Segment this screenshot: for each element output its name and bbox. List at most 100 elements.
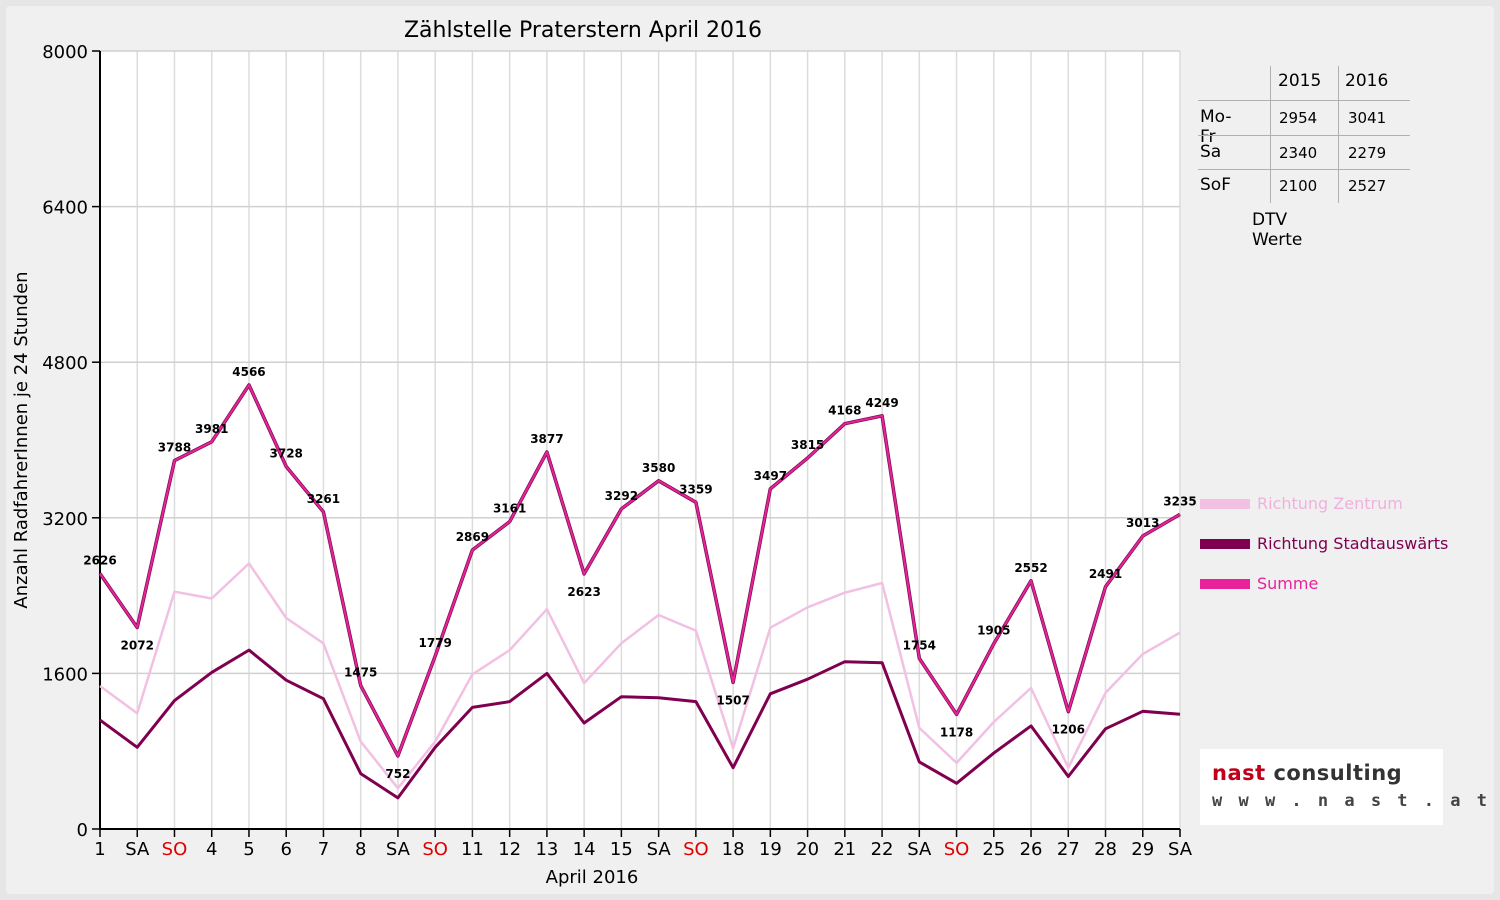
data-label: 3728 [270, 446, 303, 460]
data-label: 1507 [716, 693, 749, 707]
company-logo: nast consulting w w w . n a s t . a t [1200, 749, 1487, 825]
data-label: 1779 [418, 636, 451, 650]
x-tick-label: 12 [498, 839, 521, 860]
x-tick-label: SO [683, 839, 709, 860]
data-label: 4168 [828, 404, 861, 418]
data-label: 2623 [567, 585, 600, 599]
y-axis-title: Anzahl RadfahrerInnen je 24 Stunden [11, 271, 32, 608]
x-tick-label: 13 [535, 839, 558, 860]
x-tick-label: 6 [280, 839, 291, 860]
data-label: 1178 [940, 725, 973, 739]
data-label: 3580 [642, 461, 675, 475]
x-tick-label: 20 [796, 839, 819, 860]
x-tick-label: 28 [1094, 839, 1117, 860]
data-label: 3877 [530, 432, 563, 446]
data-label: 1905 [977, 624, 1010, 638]
series-line-stadtauswaerts [99, 648, 1181, 800]
x-tick-label: SO [944, 839, 970, 860]
x-tick-label: 18 [722, 839, 745, 860]
x-tick-label: 25 [982, 839, 1005, 860]
data-label: 3359 [679, 482, 712, 496]
legend-label: Summe [1257, 574, 1319, 593]
x-axis-title: April 2016 [546, 867, 639, 888]
data-label: 4249 [865, 396, 898, 410]
table-divider [1270, 66, 1271, 203]
logo-name: nast consulting [1212, 761, 1403, 785]
x-tick-label: SO [162, 839, 188, 860]
data-labels: 2626 2072 3788 3981 4566 3728 3261 1475 752 1779 2… [83, 365, 1196, 781]
data-label: 3292 [605, 489, 638, 503]
x-tick-label: 4 [206, 839, 217, 860]
x-tick-label: SA [907, 839, 932, 860]
dtv-cell: 2279 [1348, 144, 1387, 162]
series-lines [98, 383, 1181, 800]
legend-label: Richtung Stadtauswärts [1257, 534, 1449, 553]
series-line-zentrum [99, 562, 1181, 790]
x-tick-label: SA [125, 839, 150, 860]
data-label: 2552 [1014, 561, 1047, 575]
axes: 0 1600 3200 4800 6400 8000 1 SA SO 4 5 6 7 8 SA SO 11 12 1… [42, 42, 1193, 860]
x-tick-label: 22 [871, 839, 894, 860]
y-tick-label: 8000 [42, 42, 88, 63]
x-tick-label: SA [386, 839, 411, 860]
x-tick-label: 19 [759, 839, 782, 860]
dtv-cell: 2340 [1279, 144, 1318, 162]
data-label: 3788 [158, 441, 191, 455]
x-tick-label: SO [422, 839, 448, 860]
x-tick-label: 11 [461, 839, 484, 860]
legend-label: Richtung Zentrum [1257, 494, 1403, 513]
data-label: 3261 [307, 492, 340, 506]
plot-area [100, 51, 1180, 829]
dtv-row-label: SoF [1200, 175, 1231, 195]
dtv-cell: 2527 [1348, 177, 1387, 195]
dtv-cell: 3041 [1348, 109, 1387, 127]
x-tick-label: 26 [1020, 839, 1043, 860]
y-tick-label: 6400 [42, 198, 88, 219]
dtv-row-label: Sa [1200, 142, 1222, 162]
x-tick-label: SA [647, 839, 672, 860]
legend-swatch [1200, 499, 1250, 509]
x-tick-label: SA [1168, 839, 1193, 860]
legend-swatch [1200, 579, 1250, 589]
data-label: 4566 [232, 365, 265, 379]
dtv-caption: DTV Werte [1252, 210, 1303, 250]
table-divider [1198, 100, 1410, 101]
x-tick-label: 27 [1057, 839, 1080, 860]
data-label: 2869 [456, 530, 489, 544]
chart-title: Zählstelle Praterstern April 2016 [404, 18, 762, 43]
data-label: 2072 [121, 638, 154, 652]
dtv-header-2016: 2016 [1345, 71, 1389, 91]
y-tick-label: 1600 [42, 664, 88, 685]
data-label: 3013 [1126, 516, 1159, 530]
logo-url: w w w . n a s t . a t [1212, 791, 1490, 811]
data-label: 3161 [493, 502, 526, 516]
y-tick-label: 4800 [42, 353, 88, 374]
x-tick-label: 14 [573, 839, 596, 860]
x-tick-label: 21 [833, 839, 856, 860]
data-label: 1475 [344, 666, 377, 680]
x-tick-label: 29 [1131, 839, 1154, 860]
table-divider [1338, 66, 1339, 203]
data-label: 2491 [1089, 567, 1122, 581]
data-label: 752 [385, 767, 410, 781]
data-label: 1754 [903, 638, 936, 652]
dtv-cell: 2954 [1279, 109, 1318, 127]
dtv-cell: 2100 [1279, 177, 1318, 195]
x-tick-label: 15 [610, 839, 633, 860]
legend-swatch [1200, 539, 1250, 549]
table-divider [1198, 135, 1410, 136]
table-divider [1198, 169, 1410, 170]
data-label: 3815 [791, 438, 824, 452]
dtv-header-2015: 2015 [1278, 71, 1322, 91]
data-label: 1206 [1052, 723, 1085, 737]
data-label: 2626 [83, 554, 116, 568]
data-label: 3235 [1163, 494, 1196, 508]
data-label: 3497 [754, 469, 787, 483]
y-tick-label: 3200 [42, 509, 88, 530]
series-line-summe [99, 384, 1181, 757]
x-tick-label: 1 [94, 839, 105, 860]
grid [100, 50, 1181, 829]
x-tick-label: 5 [243, 839, 254, 860]
y-tick-label: 0 [77, 820, 88, 841]
data-label: 3981 [195, 422, 228, 436]
